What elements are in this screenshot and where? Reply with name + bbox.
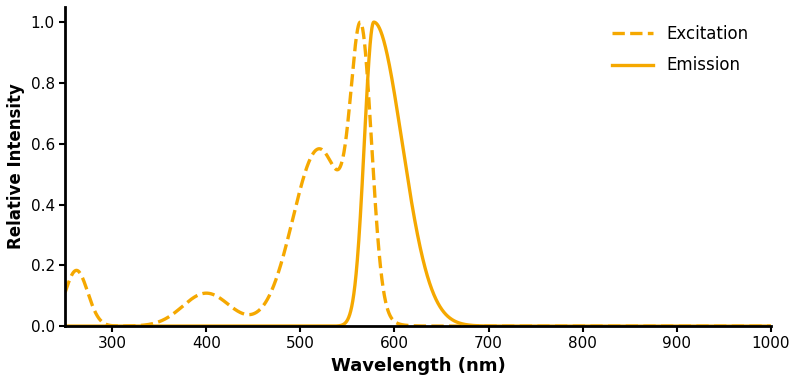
- Emission: [641, 324, 650, 329]
- Emission: [766, 324, 775, 329]
- Excitation: [330, 166, 340, 171]
- Excitation: [189, 296, 198, 300]
- Emission: [189, 324, 198, 329]
- Emission: [520, 324, 529, 329]
- Excitation: [520, 324, 529, 329]
- Excitation: [355, 20, 365, 24]
- Excitation: [484, 324, 493, 329]
- X-axis label: Wavelength (nm): Wavelength (nm): [331, 357, 505, 375]
- Line: Excitation: Excitation: [65, 22, 771, 326]
- Emission: [330, 324, 340, 328]
- Line: Emission: Emission: [65, 22, 771, 326]
- Emission: [369, 20, 379, 24]
- Y-axis label: Relative Intensity: Relative Intensity: [7, 84, 25, 249]
- Emission: [61, 324, 70, 329]
- Emission: [587, 324, 597, 329]
- Excitation: [587, 324, 597, 329]
- Excitation: [61, 290, 70, 295]
- Excitation: [766, 324, 775, 329]
- Legend: Excitation, Emission: Excitation, Emission: [605, 18, 756, 81]
- Emission: [484, 324, 493, 328]
- Excitation: [641, 324, 650, 329]
